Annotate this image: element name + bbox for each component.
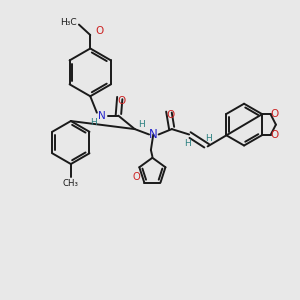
Text: H: H [138,120,145,129]
Text: N: N [98,111,106,121]
Text: O: O [117,96,125,106]
Text: O: O [133,172,141,182]
Text: O: O [96,26,104,36]
Text: O: O [270,130,278,140]
Text: N: N [149,128,158,141]
Text: H: H [184,139,191,148]
Text: CH₃: CH₃ [63,179,79,188]
Text: H: H [90,118,97,127]
Text: H₃C: H₃C [61,18,77,27]
Text: O: O [270,109,278,119]
Text: O: O [166,110,174,120]
Text: H: H [206,134,212,142]
